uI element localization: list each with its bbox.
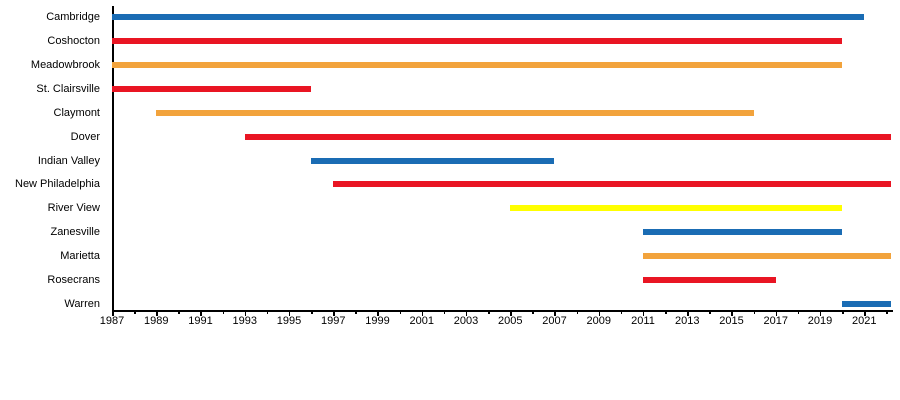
timeline-bar-river-view — [510, 205, 843, 212]
x-axis-tick-1995 — [288, 310, 291, 316]
timeline-bar-meadowbrook — [112, 61, 843, 68]
x-axis-tick-label-2017: 2017 — [763, 315, 788, 327]
x-axis-tick-label-2005: 2005 — [497, 315, 523, 327]
x-axis-tick-2011 — [642, 310, 645, 316]
x-axis-tick-2000 — [399, 310, 402, 314]
x-axis-tick-label-1991: 1991 — [188, 315, 213, 327]
row-label-claymont: Claymont — [53, 106, 100, 119]
x-axis-tick-2004 — [488, 310, 490, 314]
x-axis-tick-2009 — [598, 310, 601, 316]
x-axis-tick-label-2001: 2001 — [409, 315, 434, 327]
x-axis-tick-2019 — [819, 310, 822, 316]
x-axis-tick-2014 — [709, 310, 711, 314]
x-axis-tick-1987 — [112, 310, 114, 316]
x-axis-tick-label-1987: 1987 — [99, 315, 125, 327]
timeline-bar-indian-valley — [311, 157, 555, 164]
x-axis-tick-label-2009: 2009 — [586, 315, 611, 327]
timeline-bar-dover — [244, 133, 891, 140]
row-label-marietta: Marietta — [60, 250, 100, 263]
x-axis-tick-2022 — [886, 310, 888, 314]
x-axis-tick-2018 — [797, 310, 800, 314]
timeline-bar-st-clairsville — [112, 85, 312, 92]
timeline-bar-marietta — [642, 253, 891, 260]
row-label-dover: Dover — [70, 130, 100, 143]
x-axis-tick-2015 — [731, 310, 733, 316]
x-axis-tick-label-2003: 2003 — [453, 315, 479, 327]
y-axis-line — [112, 6, 114, 310]
x-axis-tick-2016 — [753, 310, 756, 314]
x-axis-tick-label-1999: 1999 — [365, 315, 390, 327]
x-axis-tick-label-1995: 1995 — [276, 315, 302, 327]
x-axis-tick-label-1989: 1989 — [143, 315, 169, 327]
x-axis-tick-2007 — [554, 310, 556, 316]
x-axis-tick-1998 — [355, 310, 357, 314]
x-axis-tick-2020 — [842, 310, 844, 314]
x-axis-tick-2001 — [421, 310, 424, 316]
x-axis-line — [112, 310, 893, 312]
timeline-bar-new-philadelphia — [333, 181, 891, 188]
timeline-bar-claymont — [156, 109, 754, 116]
x-axis-tick-2013 — [687, 310, 689, 316]
x-axis-tick-1992 — [222, 310, 225, 314]
row-label-zanesville: Zanesville — [50, 226, 100, 239]
x-axis-tick-label-2021: 2021 — [851, 315, 877, 327]
x-axis-tick-2017 — [775, 310, 778, 316]
row-label-rosecrans: Rosecrans — [47, 274, 100, 287]
x-axis-tick-2012 — [665, 310, 667, 314]
x-axis-tick-2003 — [465, 310, 468, 316]
timeline-bar-rosecrans — [642, 277, 776, 284]
x-axis-tick-1990 — [178, 310, 180, 314]
row-label-warren: Warren — [64, 298, 100, 311]
x-axis-tick-2005 — [510, 310, 512, 316]
row-label-cambridge: Cambridge — [46, 11, 100, 23]
row-label-river-view: River View — [47, 202, 100, 215]
x-axis-tick-2008 — [576, 310, 579, 314]
x-axis-tick-label-2007: 2007 — [542, 315, 567, 327]
x-axis-tick-1994 — [266, 310, 269, 314]
timeline-bar-zanesville — [642, 229, 843, 236]
x-axis-tick-1997 — [333, 310, 335, 316]
x-axis-tick-2010 — [620, 310, 623, 314]
x-axis-tick-label-2019: 2019 — [807, 315, 833, 327]
x-axis-tick-1989 — [156, 310, 158, 316]
row-label-new-philadelphia: New Philadelphia — [15, 178, 100, 191]
x-axis-tick-2002 — [443, 310, 446, 314]
x-axis-tick-1993 — [244, 310, 247, 316]
timeline-bar-cambridge — [112, 14, 865, 20]
x-axis-tick-label-1993: 1993 — [232, 315, 257, 327]
x-axis-tick-label-1997: 1997 — [320, 315, 346, 327]
x-axis-tick-label-2013: 2013 — [674, 315, 700, 327]
x-axis-tick-1999 — [377, 310, 379, 316]
row-label-st-clairsville: St. Clairsville — [36, 82, 100, 95]
x-axis-tick-2006 — [532, 310, 534, 314]
row-label-coshocton: Coshocton — [47, 34, 100, 47]
x-axis-tick-2021 — [864, 310, 866, 316]
x-axis-tick-1991 — [200, 310, 202, 316]
x-axis-tick-1988 — [134, 310, 136, 314]
x-axis-tick-label-2015: 2015 — [719, 315, 744, 327]
row-label-meadowbrook: Meadowbrook — [30, 58, 100, 71]
timeline-bar-warren — [842, 301, 891, 308]
row-label-indian-valley: Indian Valley — [37, 154, 100, 167]
x-axis-tick-label-2011: 2011 — [631, 315, 655, 327]
x-axis-tick-1996 — [311, 310, 313, 314]
timeline-bar-coshocton — [112, 37, 843, 44]
